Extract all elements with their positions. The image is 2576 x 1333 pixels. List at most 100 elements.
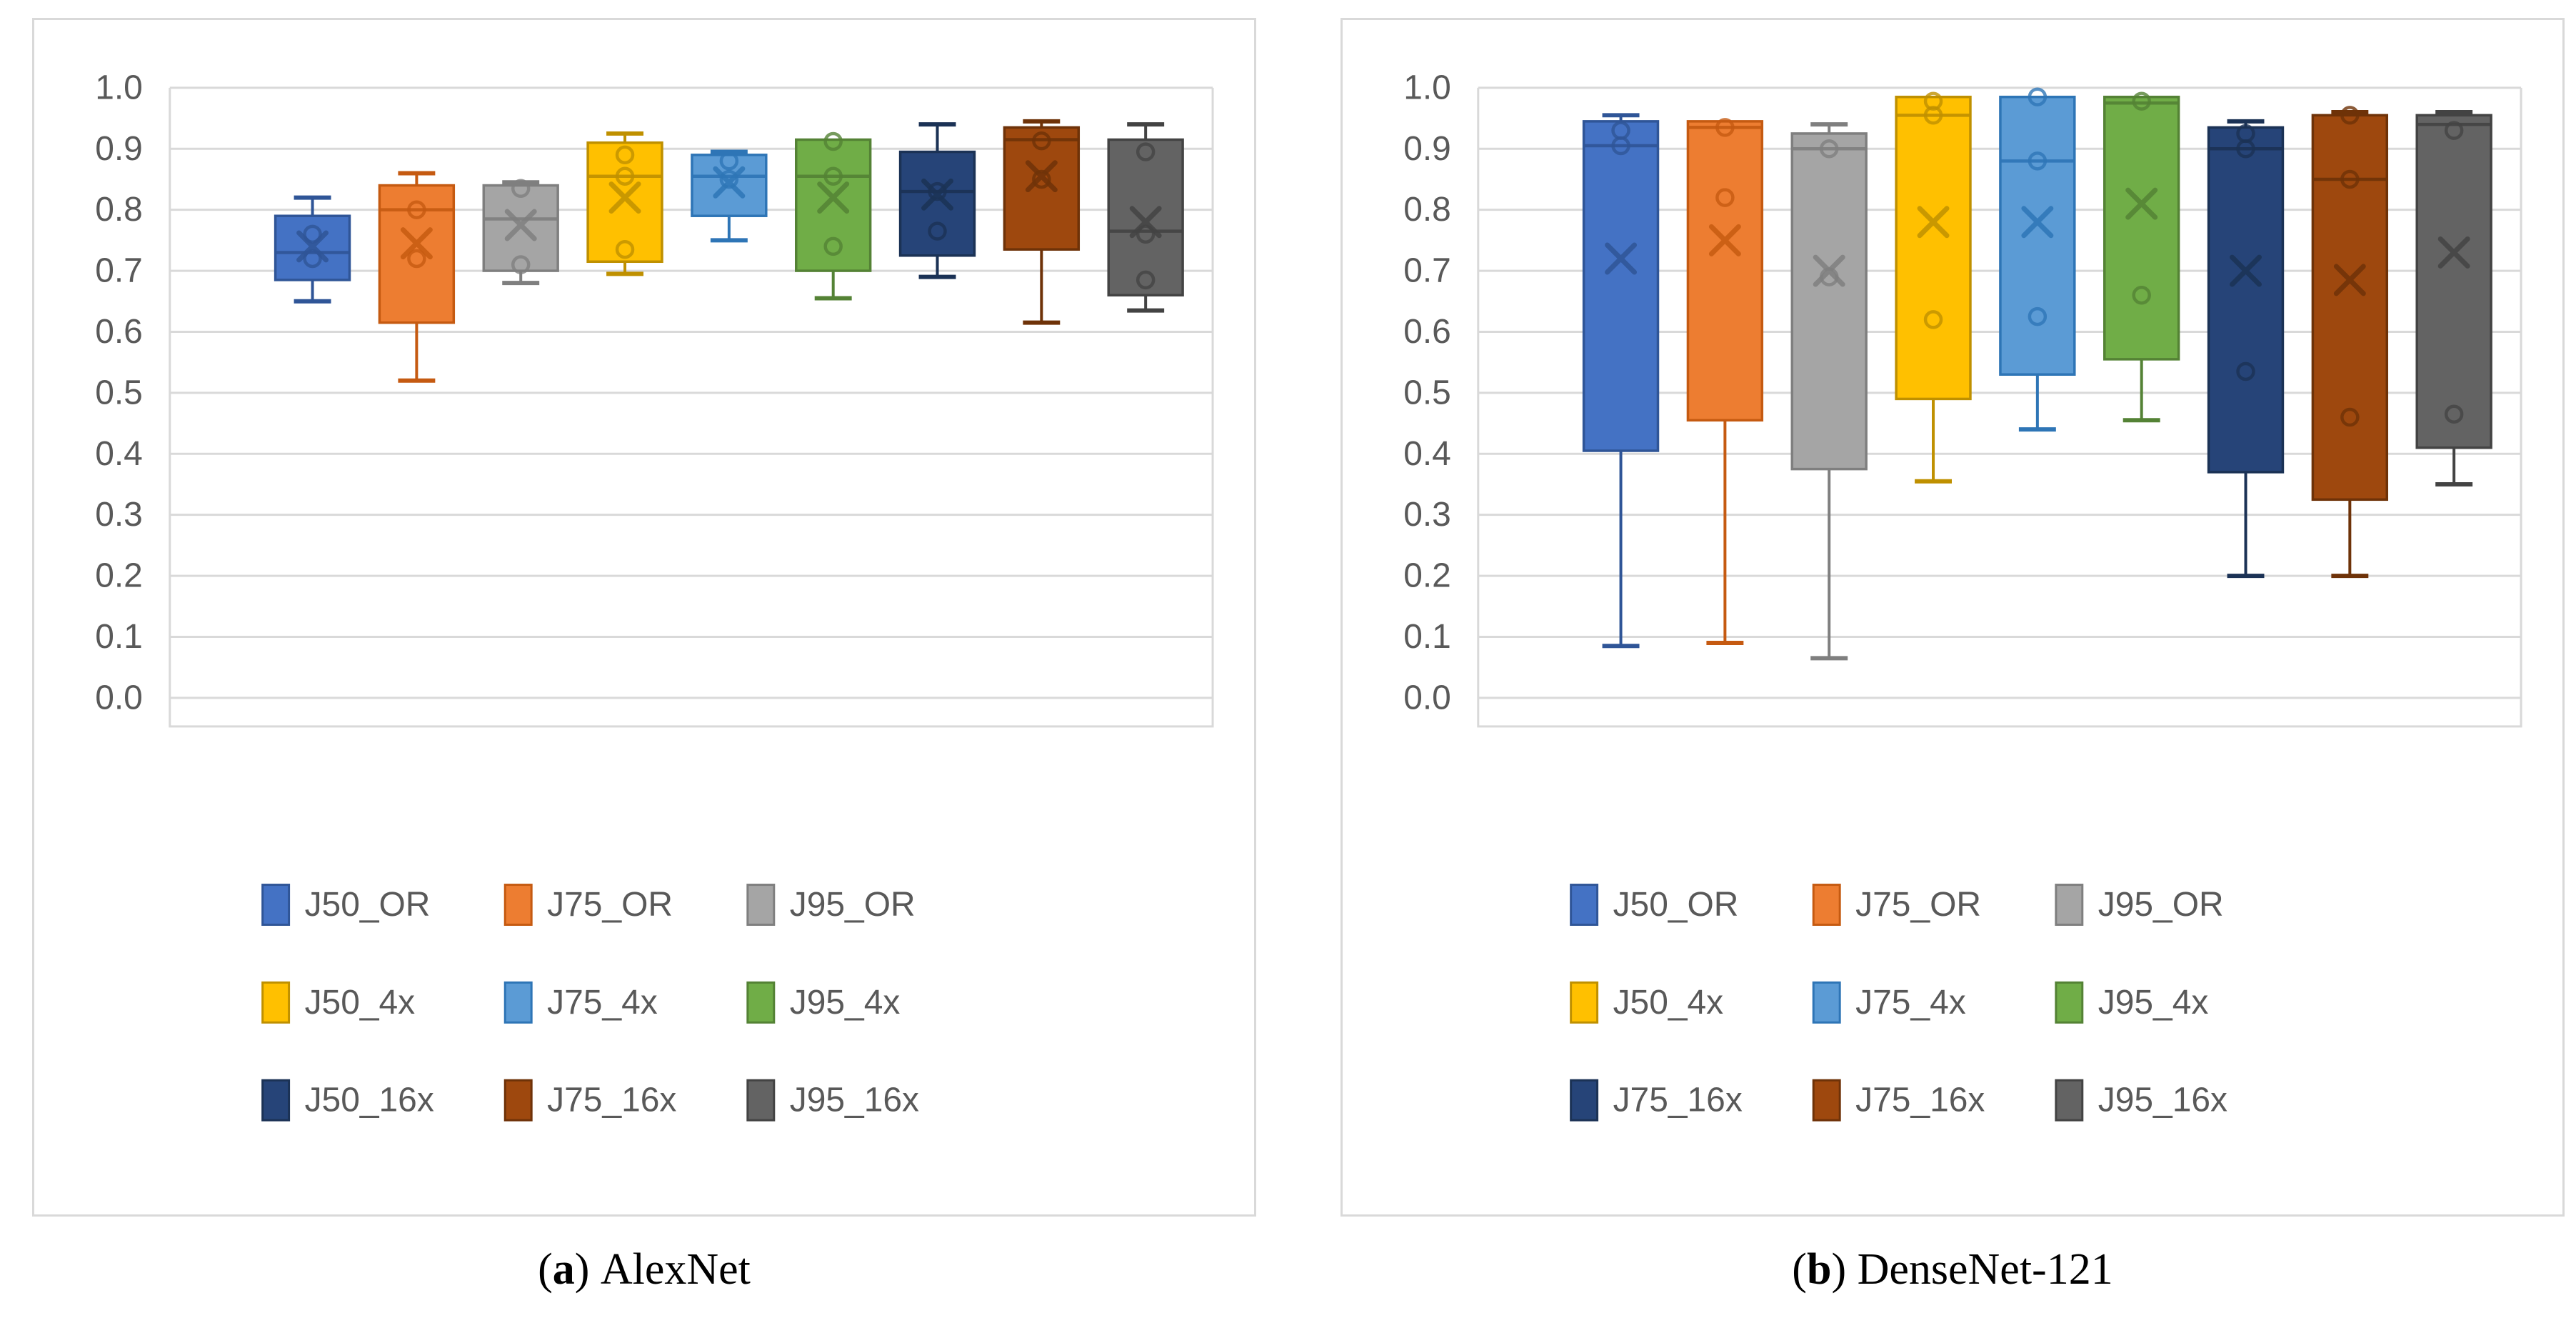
y-axis-tick-label: 0.5: [1403, 374, 1451, 411]
mean-marker: [921, 178, 953, 211]
data-point: [1032, 169, 1051, 189]
mean-marker: [2021, 206, 2054, 239]
legend-swatch: [503, 981, 533, 1024]
legend-label: J50_16x: [305, 1082, 434, 1119]
legend-swatch: [1812, 884, 1841, 926]
y-axis-tick-label: 0.1: [1403, 618, 1451, 656]
y-axis-tick-label: 0.1: [95, 618, 143, 656]
box: [586, 141, 663, 264]
legend-label: J95_OR: [2098, 886, 2224, 924]
legend-label: J50_OR: [305, 886, 431, 924]
legend-item-J95_16x-8: J95_16x: [2055, 1079, 2227, 1122]
boxplot-densenet: 0.0 0.1 0.2 0.3 0.4 0.5 0.6 0.7 0.8 0.9 1.0 J50_OR J…: [1403, 69, 2522, 1122]
legend-swatch: [746, 981, 776, 1024]
plot-border: [1477, 87, 2522, 728]
box: [1582, 120, 1660, 452]
legend-label: J95_16x: [790, 1082, 919, 1119]
mean-marker: [1917, 206, 1950, 239]
legend-swatch: [2055, 1079, 2084, 1122]
data-point: [823, 131, 843, 151]
mean-marker: [817, 181, 850, 214]
data-point: [928, 221, 947, 241]
caption-title: AlexNet: [600, 1245, 751, 1294]
data-point: [928, 181, 947, 201]
mean-marker: [1813, 254, 1845, 287]
box: [1686, 120, 1764, 422]
legend-label: J50_OR: [1613, 886, 1739, 924]
legend-item-J75_OR-1: J75_OR: [503, 884, 673, 926]
legend-swatch: [503, 1079, 533, 1122]
box: [2103, 95, 2180, 361]
box-series-J75_OR: [1686, 118, 1764, 646]
y-axis-tick-label: 0.2: [95, 557, 143, 595]
legend-swatch: [746, 884, 776, 926]
y-axis-tick-label: 0.8: [1403, 191, 1451, 229]
mean-marker: [713, 166, 746, 199]
legend-label: J75_16x: [1855, 1082, 1985, 1119]
y-axis-tick-label: 0.0: [95, 679, 143, 717]
box: [1790, 132, 1868, 471]
box-series-J75_4x: [691, 149, 768, 243]
chart-panel-densenet: 0.0 0.1 0.2 0.3 0.4 0.5 0.6 0.7 0.8 0.9 1.0 J50_OR J…: [1340, 18, 2565, 1217]
box-series-J75_16x: [2311, 106, 2389, 579]
legend-label: J75_4x: [547, 984, 658, 1022]
legend-label: J50_4x: [305, 984, 416, 1022]
box-series-J75_16x: [1003, 119, 1081, 325]
data-point: [2340, 169, 2360, 189]
data-point: [2236, 361, 2255, 381]
legend-label: J95_4x: [790, 984, 901, 1022]
legend-item-J95_OR-2: J95_OR: [2055, 884, 2224, 926]
legend-swatch: [261, 884, 291, 926]
data-point: [823, 236, 843, 256]
data-point: [511, 179, 531, 199]
legend-item-J95_4x-5: J95_4x: [2055, 981, 2209, 1024]
legend-swatch: [1570, 884, 1599, 926]
legend-swatch: [2055, 981, 2084, 1024]
box: [2207, 126, 2285, 474]
mean-marker: [1708, 224, 1741, 256]
data-point: [1032, 131, 1051, 151]
box-series-J95_16x: [1107, 122, 1184, 313]
data-point: [1819, 139, 1839, 159]
box-series-J50_16x: [898, 122, 976, 279]
legend-item-J75_4x-4: J75_4x: [503, 981, 658, 1024]
legend-item-J75_16x-6: J75_16x: [1570, 1079, 1743, 1122]
data-point: [2236, 139, 2255, 159]
legend-label: J95_OR: [790, 886, 916, 924]
legend-item-J50_4x-3: J50_4x: [261, 981, 416, 1024]
box-series-J75_OR: [378, 171, 456, 383]
caption-paren-open: (: [538, 1245, 553, 1294]
data-point: [615, 145, 635, 165]
data-point: [1715, 118, 1735, 137]
caption-densenet: (b) DenseNet-121: [1340, 1244, 2565, 1295]
box: [2415, 114, 2492, 449]
mean-marker: [608, 181, 641, 214]
caption-paren-close: ): [574, 1245, 590, 1294]
mean-marker: [400, 227, 433, 260]
data-point: [407, 200, 426, 219]
box-series-J50_4x: [586, 131, 663, 276]
legend-swatch: [1570, 981, 1599, 1024]
y-axis-tick-label: 0.9: [1403, 130, 1451, 168]
legend-swatch: [1812, 981, 1841, 1024]
box-series-J95_4x: [2103, 91, 2180, 423]
mean-marker: [2125, 187, 2158, 220]
legend-label: J95_4x: [2098, 984, 2209, 1022]
y-axis-tick-label: 0.0: [1403, 679, 1451, 717]
data-point: [615, 239, 635, 259]
y-axis-tick-label: 0.6: [95, 313, 143, 351]
data-point: [2340, 407, 2360, 427]
caption-letter: b: [1806, 1245, 1832, 1294]
box-series-J75_16x: [2207, 119, 2285, 579]
box: [1999, 95, 2076, 376]
y-axis-tick-label: 0.4: [1403, 435, 1451, 473]
data-point: [1923, 310, 1943, 329]
y-axis-tick-label: 0.4: [95, 435, 143, 473]
data-point: [2444, 121, 2464, 140]
data-point: [2028, 306, 2048, 326]
y-axis-tick-label: 1.0: [95, 69, 143, 106]
data-point: [2028, 151, 2048, 171]
box-series-J50_4x: [1895, 91, 1972, 484]
plot-border: [169, 87, 1214, 728]
